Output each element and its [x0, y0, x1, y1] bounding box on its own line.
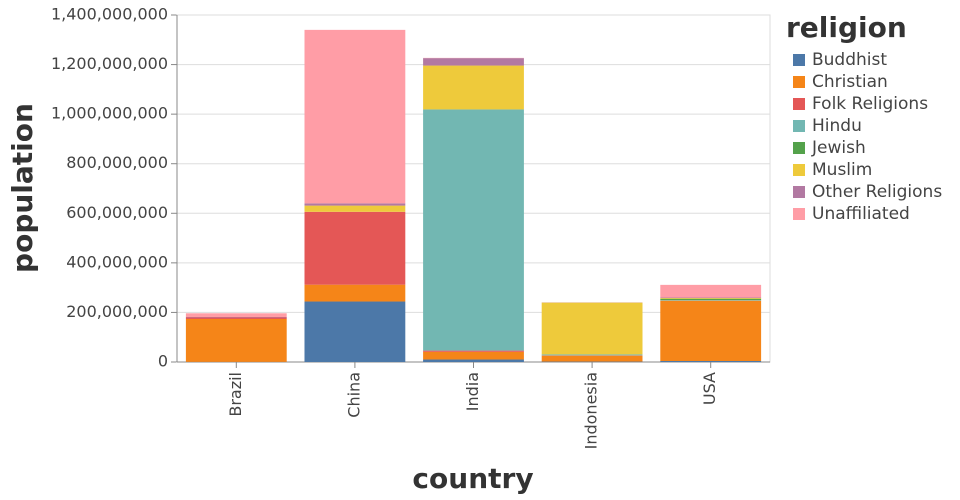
bar-segment: [423, 109, 524, 351]
y-tick-label: 400,000,000: [66, 252, 168, 271]
legend-label: Christian: [812, 72, 888, 92]
legend-swatch: [793, 54, 805, 66]
y-tick-label: 600,000,000: [66, 203, 168, 222]
bar-segment: [423, 359, 524, 362]
legend-swatch: [793, 76, 805, 88]
y-axis-title: population: [6, 103, 39, 273]
bar-segment: [304, 205, 406, 212]
y-tick-label: 0: [158, 352, 168, 371]
y-tick-label: 200,000,000: [66, 302, 168, 321]
legend-label: Jewish: [811, 138, 866, 158]
bar-segment: [423, 58, 524, 66]
bar-segment: [185, 318, 287, 362]
bar-segment: [304, 203, 406, 206]
legend-label: Hindu: [812, 116, 862, 136]
y-tick-label: 800,000,000: [66, 153, 168, 172]
legend-label: Unaffiliated: [812, 204, 910, 224]
bar-segment: [304, 29, 406, 204]
legend-swatch: [793, 186, 805, 198]
y-tick-label: 1,200,000,000: [51, 54, 168, 73]
legend-swatch: [793, 164, 805, 176]
y-tick-label: 1,400,000,000: [51, 5, 168, 24]
x-tick-label: China: [344, 372, 363, 418]
bar-segment: [423, 65, 524, 110]
y-tick-label: 1,000,000,000: [51, 104, 168, 123]
bar-segment: [304, 211, 406, 285]
legend-label: Muslim: [812, 160, 872, 180]
legend-swatch: [793, 208, 805, 220]
x-tick-label: Indonesia: [582, 372, 601, 449]
bar-segment: [660, 361, 762, 362]
x-tick-label: Brazil: [226, 372, 245, 417]
bar-segment: [660, 297, 762, 299]
bar-segment: [423, 350, 524, 352]
legend-label: Other Religions: [812, 182, 942, 202]
x-tick-label: USA: [700, 372, 719, 405]
legend-label: Folk Religions: [812, 94, 928, 114]
legend-title: religion: [786, 11, 907, 44]
bar-segment: [304, 284, 406, 302]
bar-segment: [185, 317, 287, 319]
bar-segment: [660, 298, 762, 301]
bar-segment: [541, 355, 643, 362]
bar-segment: [304, 301, 406, 362]
legend-swatch: [793, 120, 805, 132]
bar-segment: [185, 313, 287, 317]
bar-segment: [541, 354, 643, 356]
legend-swatch: [793, 98, 805, 110]
x-axis-title: country: [412, 462, 533, 495]
bar-segment: [541, 302, 643, 355]
bar-segment: [660, 300, 762, 362]
bar-segment: [423, 351, 524, 360]
legend-label: Buddhist: [812, 50, 887, 70]
bar-segment: [660, 284, 762, 298]
legend-swatch: [793, 142, 805, 154]
x-tick-label: India: [463, 372, 482, 411]
